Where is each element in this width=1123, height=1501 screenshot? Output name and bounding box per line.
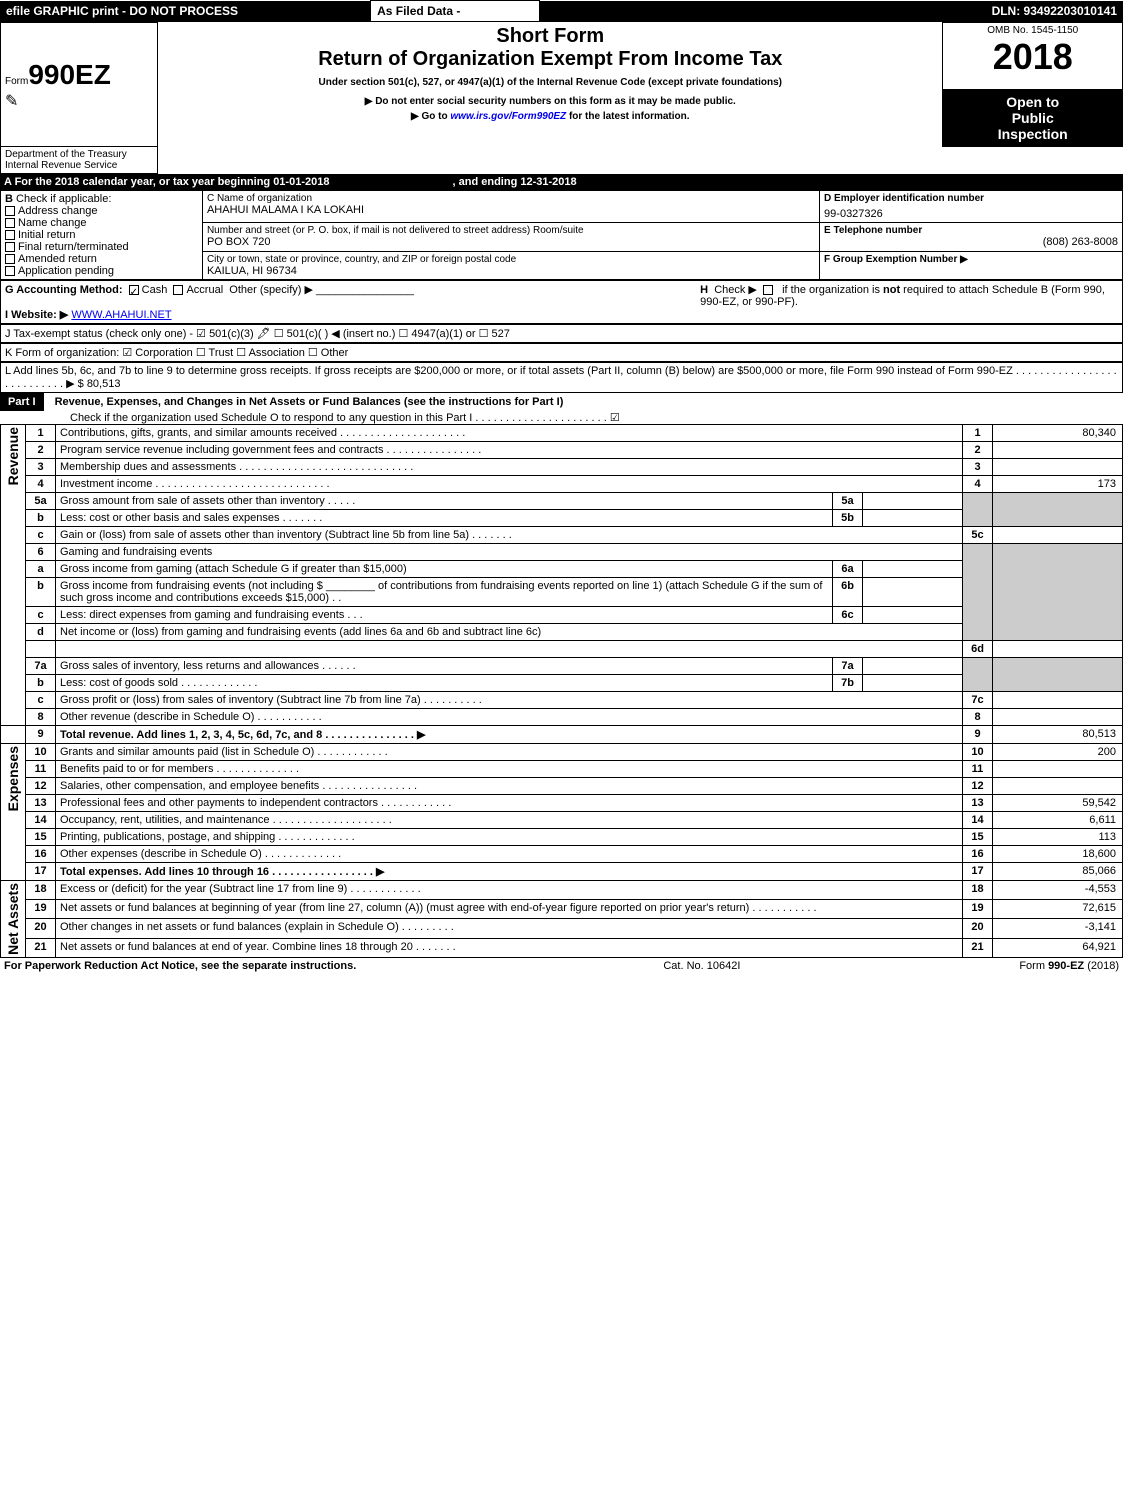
i-label: I Website: ▶ — [5, 309, 68, 321]
footer-right: Form 990-EZ (2018) — [842, 958, 1123, 974]
irs-label: Internal Revenue Service — [5, 160, 153, 171]
form-title: Short Form — [162, 25, 938, 48]
b-check: Check if applicable: — [16, 193, 111, 205]
phone: (808) 263-8008 — [824, 236, 1118, 248]
addr-label: Number and street (or P. O. box, if mail… — [207, 225, 815, 236]
k-line: K Form of organization: ☑ Corporation ☐ … — [1, 344, 1123, 362]
website-link[interactable]: WWW.AHAHUI.NET — [71, 309, 171, 321]
cb-schedB[interactable] — [763, 285, 773, 295]
city-label: City or town, state or province, country… — [207, 254, 815, 265]
cb-name[interactable] — [5, 218, 15, 228]
part1-title: Revenue, Expenses, and Changes in Net As… — [55, 396, 564, 408]
d-label: D Employer identification number — [824, 193, 1118, 204]
bcdef-block: B Check if applicable: Address change Na… — [0, 190, 1123, 280]
cb-accrual[interactable] — [173, 285, 183, 295]
f-label: F Group Exemption Number ▶ — [824, 254, 1118, 265]
org-name: AHAHUI MALAMA I KA LOKAHI — [207, 204, 815, 216]
amt-21: 64,921 — [993, 938, 1123, 957]
footer-left: For Paperwork Reduction Act Notice, see … — [0, 958, 562, 974]
amt-5c — [993, 527, 1123, 544]
form-prefix: Form — [5, 76, 28, 87]
warn2: ▶ Go to www.irs.gov/Form990EZ for the la… — [162, 111, 938, 122]
l-line: L Add lines 5b, 6c, and 7b to line 9 to … — [1, 363, 1123, 393]
sidebar-revenue: Revenue — [5, 427, 21, 485]
form-subtext: Under section 501(c), 527, or 4947(a)(1)… — [162, 77, 938, 88]
g-label: G Accounting Method: — [5, 284, 123, 296]
period-end: , and ending 12-31-2018 — [453, 176, 577, 188]
amt-6d — [993, 641, 1123, 658]
form-number: 990EZ — [28, 59, 111, 90]
amt-11 — [993, 761, 1123, 778]
header-bar: efile GRAPHIC print - DO NOT PROCESS As … — [0, 0, 1123, 22]
amt-18: -4,553 — [993, 881, 1123, 900]
amt-17: 85,066 — [993, 863, 1123, 881]
amt-2 — [993, 442, 1123, 459]
amt-20: -3,141 — [993, 919, 1123, 938]
period-a: A For the 2018 calendar year, or tax yea… — [4, 176, 329, 188]
part1-label: Part I — [0, 393, 44, 411]
part1-table: Revenue 1 Contributions, gifts, grants, … — [0, 424, 1123, 958]
part1-header: Part I Revenue, Expenses, and Changes in… — [0, 393, 1123, 424]
form-subtitle: Return of Organization Exempt From Incom… — [162, 48, 938, 71]
tax-year: 2018 — [947, 36, 1118, 78]
amt-15: 113 — [993, 829, 1123, 846]
amt-12 — [993, 778, 1123, 795]
efile-label: efile GRAPHIC print - DO NOT PROCESS — [0, 1, 371, 22]
footer: For Paperwork Reduction Act Notice, see … — [0, 958, 1123, 974]
footer-mid: Cat. No. 10642I — [562, 958, 843, 974]
e-label: E Telephone number — [824, 225, 1118, 236]
cb-cash[interactable] — [129, 285, 139, 295]
amt-7c — [993, 692, 1123, 709]
org-addr: PO BOX 720 — [207, 236, 815, 248]
amt-3 — [993, 459, 1123, 476]
amt-19: 72,615 — [993, 900, 1123, 919]
cb-final[interactable] — [5, 242, 15, 252]
part1-check: Check if the organization used Schedule … — [70, 412, 620, 424]
amt-4: 173 — [993, 476, 1123, 493]
amt-9: 80,513 — [993, 726, 1123, 744]
section-a: A For the 2018 calendar year, or tax yea… — [0, 174, 1123, 190]
gh-block: G Accounting Method: Cash Accrual Other … — [0, 280, 1123, 324]
c-namelabel: C Name of organization — [207, 193, 815, 204]
dln-label: DLN: 93492203010141 — [876, 1, 1123, 22]
amt-10: 200 — [993, 744, 1123, 761]
open-inspection: Open toPublicInspection — [943, 90, 1123, 147]
b-label: B — [5, 193, 13, 205]
amt-14: 6,611 — [993, 812, 1123, 829]
cb-address[interactable] — [5, 206, 15, 216]
sidebar-netassets: Net Assets — [5, 883, 21, 955]
form-header: Form990EZ ✎ Short Form Return of Organiz… — [0, 22, 1123, 174]
dept-label: Department of the Treasury — [5, 149, 153, 160]
cb-amended[interactable] — [5, 254, 15, 264]
irs-link[interactable]: www.irs.gov/Form990EZ — [450, 111, 566, 122]
j-line: J Tax-exempt status (check only one) - ☑… — [1, 325, 1123, 343]
amt-13: 59,542 — [993, 795, 1123, 812]
amt-8 — [993, 709, 1123, 726]
org-city: KAILUA, HI 96734 — [207, 265, 815, 277]
ein: 99-0327326 — [824, 208, 1118, 220]
amt-16: 18,600 — [993, 846, 1123, 863]
cb-pending[interactable] — [5, 266, 15, 276]
cb-initial[interactable] — [5, 230, 15, 240]
amt-1: 80,340 — [993, 425, 1123, 442]
asfiled-label: As Filed Data - — [371, 1, 539, 22]
h-text: H Check ▶ if the organization is not req… — [696, 281, 1122, 324]
warn1: ▶ Do not enter social security numbers o… — [162, 96, 938, 107]
omb-label: OMB No. 1545-1150 — [947, 25, 1118, 36]
sidebar-expenses: Expenses — [5, 746, 21, 811]
